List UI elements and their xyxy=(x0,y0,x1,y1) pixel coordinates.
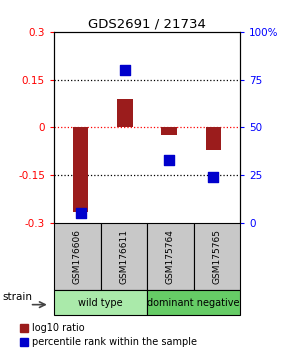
Point xyxy=(211,174,216,180)
Text: GSM175765: GSM175765 xyxy=(212,229,221,284)
Point xyxy=(78,211,83,216)
Bar xyxy=(147,290,240,315)
Point xyxy=(122,67,127,73)
Bar xyxy=(117,99,133,127)
Bar xyxy=(54,290,147,315)
Bar xyxy=(100,223,147,290)
Text: GSM176606: GSM176606 xyxy=(73,229,82,284)
Title: GDS2691 / 21734: GDS2691 / 21734 xyxy=(88,18,206,31)
Text: dominant negative: dominant negative xyxy=(147,298,240,308)
Point xyxy=(167,157,172,163)
Bar xyxy=(194,223,240,290)
Bar xyxy=(147,223,194,290)
Text: GSM175764: GSM175764 xyxy=(166,229,175,284)
Bar xyxy=(206,127,221,150)
Bar xyxy=(161,127,177,135)
Text: strain: strain xyxy=(3,292,33,302)
Bar xyxy=(73,127,88,212)
Text: wild type: wild type xyxy=(78,298,123,308)
Bar xyxy=(54,223,100,290)
Text: GSM176611: GSM176611 xyxy=(119,229,128,284)
Legend: log10 ratio, percentile rank within the sample: log10 ratio, percentile rank within the … xyxy=(20,324,197,347)
